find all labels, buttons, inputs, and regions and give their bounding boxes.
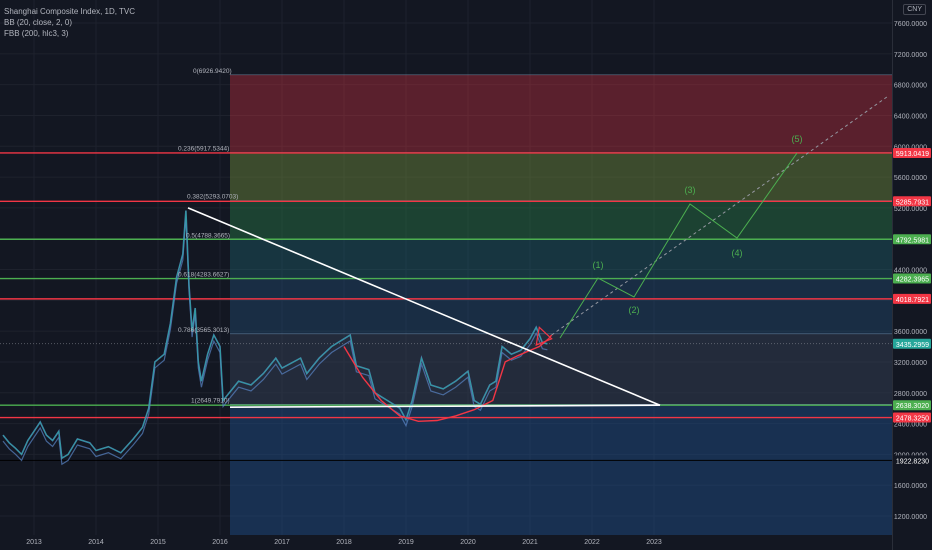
price-tag: 2638.3020 bbox=[893, 400, 931, 411]
fib-label: 0.618(4283.6627) bbox=[178, 271, 229, 278]
y-tick-label: 7600.0000 bbox=[894, 21, 927, 28]
price-tag-label: 4018.7921 bbox=[896, 297, 929, 304]
wave-label: (1) bbox=[593, 260, 604, 270]
price-tag: 2478.3250 bbox=[893, 412, 931, 423]
price-tag-background bbox=[893, 234, 931, 245]
fib-label: 0.786(3565.3013) bbox=[178, 327, 229, 334]
legend-title[interactable]: Shanghai Composite Index, 1D, TVC bbox=[4, 7, 136, 16]
currency-badge[interactable]: CNY bbox=[903, 4, 926, 15]
wave-label: (3) bbox=[685, 185, 696, 195]
y-tick-label: 5600.0000 bbox=[894, 175, 927, 182]
fib-label: 0.382(5293.0703) bbox=[187, 194, 238, 201]
y-tick-label: 6000.0000 bbox=[894, 144, 927, 151]
fib-label: 0(6926.9420) bbox=[193, 68, 232, 75]
price-line bbox=[2, 210, 548, 459]
fib-zone bbox=[230, 200, 892, 240]
rounding-bottom-arc bbox=[343, 334, 553, 423]
chart-legend: Shanghai Composite Index, 1D, TVC BB (20… bbox=[4, 6, 135, 39]
drawings bbox=[187, 95, 889, 423]
price-lines bbox=[2, 210, 548, 466]
price-tag-label: 2478.3250 bbox=[896, 416, 929, 423]
price-tag-label: 4792.5981 bbox=[896, 237, 929, 244]
wave-label: (4) bbox=[732, 248, 743, 258]
price-tag-background bbox=[893, 273, 931, 284]
price-tag: 4792.5981 bbox=[893, 234, 931, 245]
elliott-wave-path bbox=[559, 152, 798, 339]
x-tick-label: 2014 bbox=[88, 539, 104, 546]
fib-label: 0.5(4788.3665) bbox=[186, 233, 230, 240]
price-tag-background bbox=[893, 196, 931, 207]
fib-zone bbox=[230, 74, 892, 153]
y-tick-label: 4400.0000 bbox=[894, 268, 927, 275]
x-tick-label: 2023 bbox=[646, 539, 662, 546]
axes: 7600.0000 7200.0000 6800.0000 6400.0000 6000… bbox=[26, 21, 931, 546]
y-tick-label: 1600.0000 bbox=[894, 483, 927, 490]
y-tick-label: 6400.0000 bbox=[894, 113, 927, 120]
x-tick-label: 2021 bbox=[522, 539, 538, 546]
price-tag: 3435.2959 bbox=[893, 338, 931, 349]
bb-lower-band bbox=[2, 216, 548, 466]
x-tick-label: 2017 bbox=[274, 539, 290, 546]
price-tag-background bbox=[893, 412, 931, 423]
fib-zone bbox=[230, 239, 892, 279]
y-tick-label: 2800.0000 bbox=[894, 391, 927, 398]
x-tick-label: 2018 bbox=[336, 539, 352, 546]
fib-zone bbox=[230, 278, 892, 334]
x-tick-label: 2013 bbox=[26, 539, 42, 546]
projection-dashed-line bbox=[551, 95, 889, 336]
price-tag-label: 1922.8230 bbox=[896, 458, 929, 465]
fib-zone bbox=[230, 152, 892, 201]
price-tag-background bbox=[893, 455, 931, 466]
x-tick-label: 2019 bbox=[398, 539, 414, 546]
x-tick-label: 2015 bbox=[150, 539, 166, 546]
triangle-shape bbox=[535, 326, 553, 346]
fib-label: 0.236(5917.5344) bbox=[178, 146, 229, 153]
chart-labels: 0(6926.9420) 0.236(5917.5344) 0.382(5293.0… bbox=[178, 68, 803, 404]
price-tag: 5913.0419 bbox=[893, 147, 931, 158]
price-tag-label: 5285.7931 bbox=[896, 199, 929, 206]
y-tick-label: 7200.0000 bbox=[894, 52, 927, 59]
price-tag-background bbox=[893, 147, 931, 158]
x-tick-label: 2020 bbox=[460, 539, 476, 546]
legend-bb[interactable]: BB (20, close, 2, 0) bbox=[4, 18, 73, 27]
y-tick-label: 5200.0000 bbox=[894, 206, 927, 213]
legend-fbb[interactable]: FBB (200, hlc3, 3) bbox=[4, 29, 69, 38]
price-tag-background bbox=[893, 400, 931, 411]
y-tick-label: 3200.0000 bbox=[894, 360, 927, 367]
y-tick-label: 2400.0000 bbox=[894, 422, 927, 429]
price-tag-label: 5913.0419 bbox=[896, 151, 929, 158]
wave-label: (2) bbox=[629, 305, 640, 315]
price-tag-label: 4282.3965 bbox=[896, 277, 929, 284]
price-tag: 5285.7931 bbox=[893, 196, 931, 207]
price-tag-background bbox=[893, 293, 931, 304]
fib-zone-extension bbox=[230, 404, 892, 535]
wave-label: (5) bbox=[792, 134, 803, 144]
price-tag: 1922.8230 bbox=[893, 455, 931, 466]
support-line bbox=[229, 404, 661, 409]
price-tag-label: 3435.2959 bbox=[896, 342, 929, 349]
x-tick-label: 2016 bbox=[212, 539, 228, 546]
price-tag: 4282.3965 bbox=[893, 273, 931, 284]
descending-trendline bbox=[187, 207, 661, 406]
price-axis-divider bbox=[892, 0, 893, 550]
fib-zone bbox=[230, 333, 892, 405]
y-tick-label: 3600.0000 bbox=[894, 329, 927, 336]
y-tick-label: 1200.0000 bbox=[894, 514, 927, 521]
x-tick-label: 2022 bbox=[584, 539, 600, 546]
y-tick-label: 6800.0000 bbox=[894, 83, 927, 90]
price-tag: 4018.7921 bbox=[893, 293, 931, 304]
price-tag-background bbox=[893, 338, 931, 349]
fib-label: 1(2649.7910) bbox=[191, 397, 230, 404]
price-tag-label: 2638.3020 bbox=[896, 403, 929, 410]
